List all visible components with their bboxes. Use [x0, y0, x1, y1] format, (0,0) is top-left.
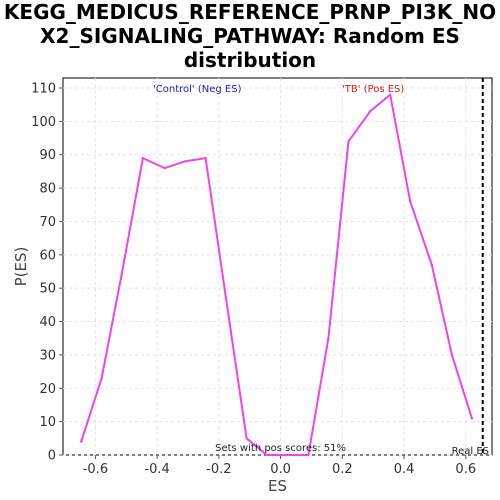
- y-tick-label: 70: [39, 215, 56, 230]
- x-tick-label: 0.6: [455, 462, 476, 477]
- data-point: [100, 377, 103, 380]
- data-point: [163, 166, 167, 170]
- y-tick-label: 80: [39, 182, 56, 197]
- data-point: [347, 140, 350, 143]
- data-point: [450, 353, 454, 357]
- x-tick-label: 0.0: [270, 462, 291, 477]
- data-point: [285, 453, 288, 457]
- series-line: [80, 93, 473, 456]
- chart-title-line-3: distribution: [183, 48, 317, 72]
- y-tick-label: 10: [39, 415, 56, 430]
- y-axis-label: P(ES): [12, 247, 30, 287]
- data-point: [265, 453, 268, 457]
- x-tick-label: 0.4: [394, 462, 415, 477]
- data-point: [204, 156, 207, 160]
- y-tick-label: 20: [39, 382, 56, 397]
- pos-scores-note: Sets with pos scores: 51%: [215, 443, 346, 454]
- y-tick-label: 60: [39, 248, 56, 263]
- y-tick-label: 0: [48, 449, 56, 464]
- data-point: [409, 200, 412, 203]
- y-axis-ticks: 0 10 20 30 40 50 60 70 80 90 100 110: [31, 82, 63, 464]
- x-tick-label: -0.4: [144, 462, 169, 477]
- y-tick-label: 40: [39, 315, 56, 330]
- chart-title: KEGG_MEDICUS_REFERENCE_PRNP_PI3K_NO X2_S…: [0, 0, 500, 72]
- y-tick-label: 30: [39, 348, 56, 363]
- data-point: [307, 453, 310, 457]
- x-tick-label: -0.6: [83, 462, 108, 477]
- plot-area: [62, 77, 493, 456]
- x-tick-label: 0.2: [332, 462, 353, 477]
- chart-title-line-1: KEGG_MEDICUS_REFERENCE_PRNP_PI3K_NO: [3, 0, 497, 24]
- y-tick-label: 110: [31, 82, 56, 97]
- data-point: [183, 160, 187, 163]
- data-point: [120, 273, 123, 277]
- grid-lines: [63, 78, 492, 456]
- data-point: [224, 296, 228, 300]
- real-es-label: Real ES: [452, 446, 489, 457]
- data-point: [141, 156, 145, 160]
- data-point: [430, 263, 434, 267]
- data-point: [470, 417, 474, 420]
- chart-title-line-2: X2_SIGNALING_PATHWAY: Random ES: [40, 24, 460, 48]
- data-point: [368, 110, 372, 113]
- data-point: [388, 93, 392, 96]
- pos-es-label: 'TB' (Pos ES): [342, 84, 404, 95]
- x-axis-ticks: -0.6 -0.4 -0.2 0.0 0.2 0.4 0.6: [83, 455, 476, 477]
- x-axis-label: ES: [268, 477, 287, 495]
- data-point: [327, 337, 330, 340]
- y-tick-label: 90: [39, 148, 56, 163]
- y-tick-label: 100: [31, 115, 56, 130]
- y-tick-label: 50: [39, 282, 56, 297]
- series-layer: [80, 93, 474, 457]
- neg-es-label: 'Control' (Neg ES): [153, 84, 242, 95]
- data-point: [80, 440, 83, 443]
- data-point: [245, 437, 248, 440]
- x-tick-label: -0.2: [206, 462, 231, 477]
